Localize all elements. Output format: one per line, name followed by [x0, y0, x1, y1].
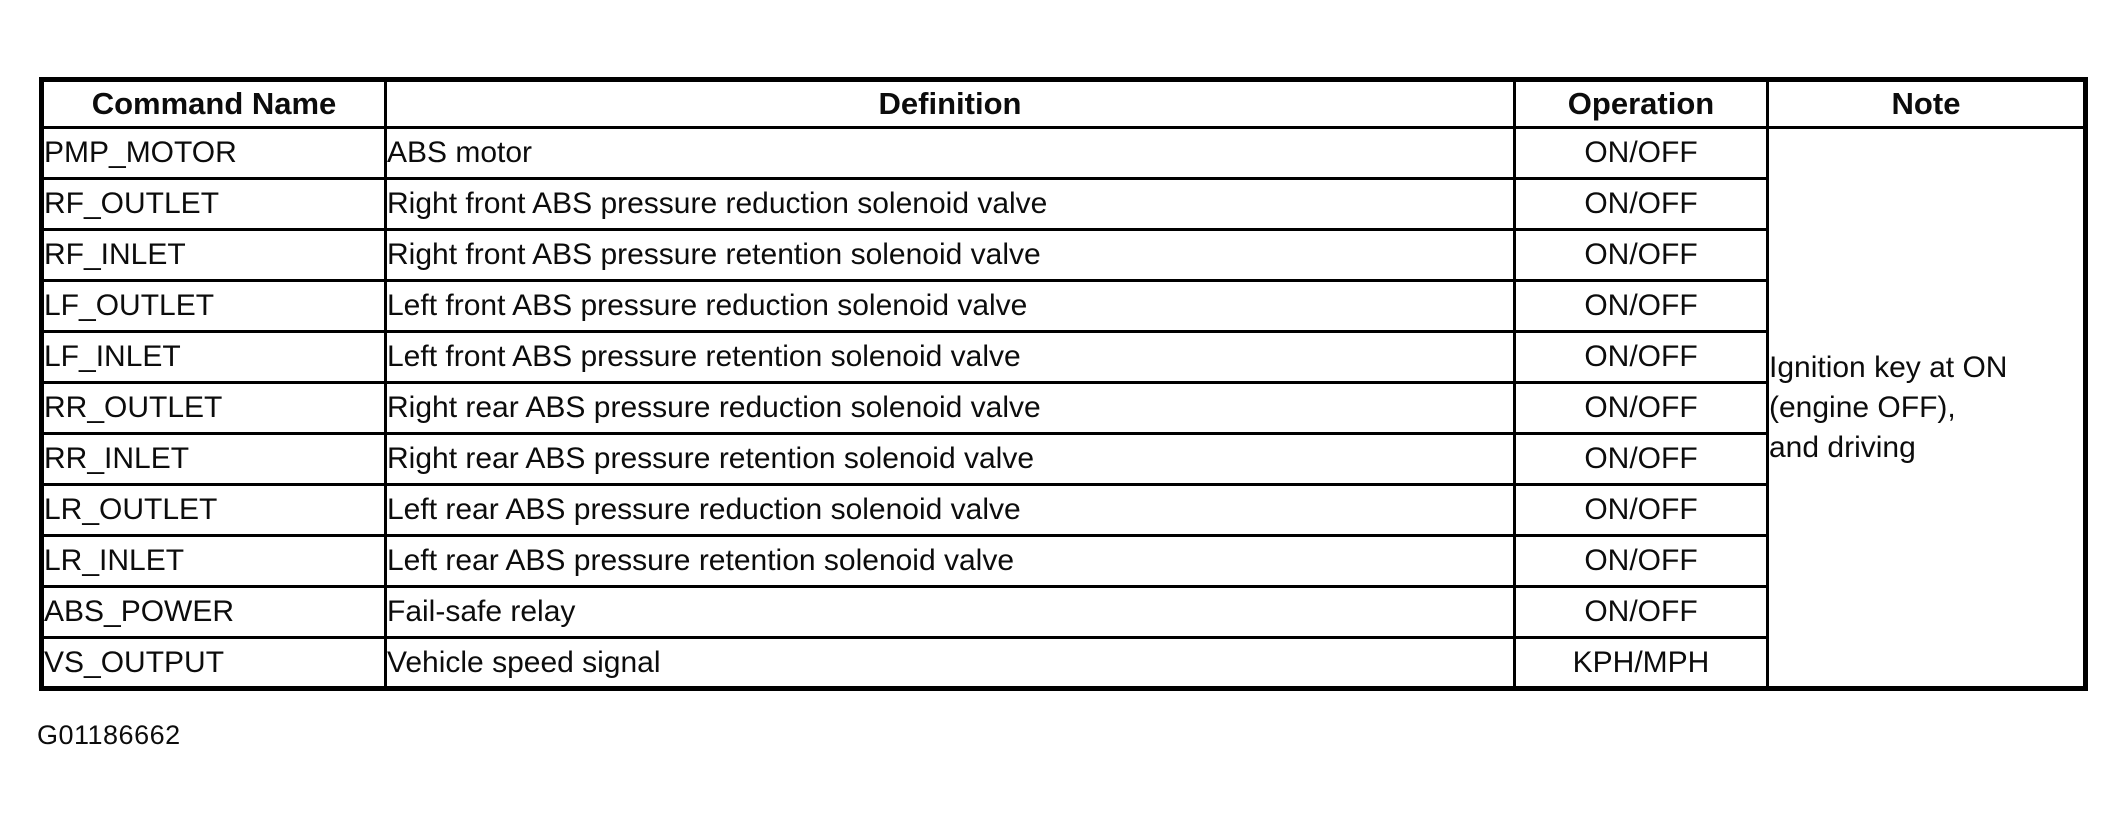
column-header-definition: Definition [384, 78, 1516, 129]
note-line-2: (engine OFF), [1769, 390, 1956, 424]
column-header-operation: Operation [1513, 78, 1769, 129]
operation-cell: ON/OFF [1513, 279, 1769, 333]
operation-cell: ON/OFF [1513, 483, 1769, 537]
table-row: RF_OUTLET Right front ABS pressure reduc… [40, 177, 2086, 231]
definition-cell: Right front ABS pressure retention solen… [384, 228, 1516, 282]
table-header-row: Command Name Definition Operation Note [40, 78, 2087, 129]
operation-cell: ON/OFF [1513, 126, 1769, 180]
note-line-1: Ignition key at ON [1769, 350, 2008, 384]
definition-cell: Left front ABS pressure retention soleno… [384, 330, 1516, 384]
command-cell: ABS_POWER [40, 585, 387, 639]
definition-cell: Left front ABS pressure reduction soleno… [384, 279, 1516, 333]
abs-command-table: Command Name Definition Operation Note P… [39, 77, 2088, 691]
note-line-3: and driving [1769, 430, 1916, 464]
command-cell: RF_OUTLET [40, 177, 387, 231]
operation-cell: ON/OFF [1513, 585, 1769, 639]
figure-id: G01186662 [37, 720, 181, 750]
operation-cell: KPH/MPH [1513, 636, 1769, 690]
command-cell: VS_OUTPUT [40, 636, 387, 690]
table-row: LR_OUTLET Left rear ABS pressure reducti… [40, 483, 2086, 537]
definition-cell: Left rear ABS pressure retention solenoi… [384, 534, 1516, 588]
table-row: RF_INLET Right front ABS pressure retent… [40, 228, 2086, 282]
definition-cell: ABS motor [384, 126, 1516, 180]
column-header-note: Note [1766, 78, 2087, 129]
note-cell: Ignition key at ON (engine OFF), and dri… [1766, 126, 2087, 690]
definition-cell: Vehicle speed signal [384, 636, 1516, 690]
table-row: LF_OUTLET Left front ABS pressure reduct… [40, 279, 2086, 333]
command-cell: RR_INLET [40, 432, 387, 486]
table-row: RR_INLET Right rear ABS pressure retenti… [40, 432, 2086, 486]
operation-cell: ON/OFF [1513, 534, 1769, 588]
table-row: RR_OUTLET Right rear ABS pressure reduct… [40, 381, 2086, 435]
definition-cell: Right rear ABS pressure retention soleno… [384, 432, 1516, 486]
command-cell: LF_OUTLET [40, 279, 387, 333]
operation-cell: ON/OFF [1513, 228, 1769, 282]
table-row: VS_OUTPUT Vehicle speed signal KPH/MPH [40, 636, 2086, 690]
command-cell: LF_INLET [40, 330, 387, 384]
table-row: LF_INLET Left front ABS pressure retenti… [40, 330, 2086, 384]
operation-cell: ON/OFF [1513, 432, 1769, 486]
command-cell: LR_INLET [40, 534, 387, 588]
column-header-command-name: Command Name [40, 78, 387, 129]
command-cell: PMP_MOTOR [40, 126, 387, 180]
operation-cell: ON/OFF [1513, 177, 1769, 231]
definition-cell: Right front ABS pressure reduction solen… [384, 177, 1516, 231]
command-cell: LR_OUTLET [40, 483, 387, 537]
command-cell: RF_INLET [40, 228, 387, 282]
operation-cell: ON/OFF [1513, 381, 1769, 435]
table-row: LR_INLET Left rear ABS pressure retentio… [40, 534, 2086, 588]
definition-cell: Fail-safe relay [384, 585, 1516, 639]
operation-cell: ON/OFF [1513, 330, 1769, 384]
table-row: PMP_MOTOR ABS motor ON/OFF Ignition key … [40, 126, 2087, 690]
definition-cell: Right rear ABS pressure reduction soleno… [384, 381, 1516, 435]
definition-cell: Left rear ABS pressure reduction solenoi… [384, 483, 1516, 537]
command-cell: RR_OUTLET [40, 381, 387, 435]
table-row: ABS_POWER Fail-safe relay ON/OFF [40, 585, 2086, 639]
